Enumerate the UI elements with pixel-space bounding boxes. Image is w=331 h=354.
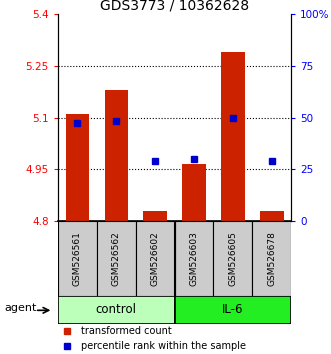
Bar <box>174 221 213 296</box>
Bar <box>105 90 128 221</box>
Bar <box>260 211 283 221</box>
Text: percentile rank within the sample: percentile rank within the sample <box>81 342 246 352</box>
Bar <box>66 114 89 221</box>
Bar <box>136 221 174 296</box>
Text: IL-6: IL-6 <box>222 303 244 316</box>
Bar <box>252 221 291 296</box>
Text: transformed count: transformed count <box>81 326 172 336</box>
Text: GSM526603: GSM526603 <box>190 231 199 286</box>
Text: GSM526562: GSM526562 <box>112 231 121 286</box>
Bar <box>213 221 252 296</box>
Bar <box>174 296 291 324</box>
Bar <box>97 221 136 296</box>
Bar <box>143 211 167 221</box>
Text: agent: agent <box>5 303 37 313</box>
Text: control: control <box>96 303 137 316</box>
Bar <box>182 164 206 221</box>
Text: GSM526678: GSM526678 <box>267 231 276 286</box>
Bar <box>58 296 174 324</box>
Title: GDS3773 / 10362628: GDS3773 / 10362628 <box>100 0 249 13</box>
Text: GSM526602: GSM526602 <box>151 231 160 286</box>
Bar <box>221 52 245 221</box>
Text: GSM526561: GSM526561 <box>73 231 82 286</box>
Text: GSM526605: GSM526605 <box>228 231 237 286</box>
Bar <box>58 221 97 296</box>
